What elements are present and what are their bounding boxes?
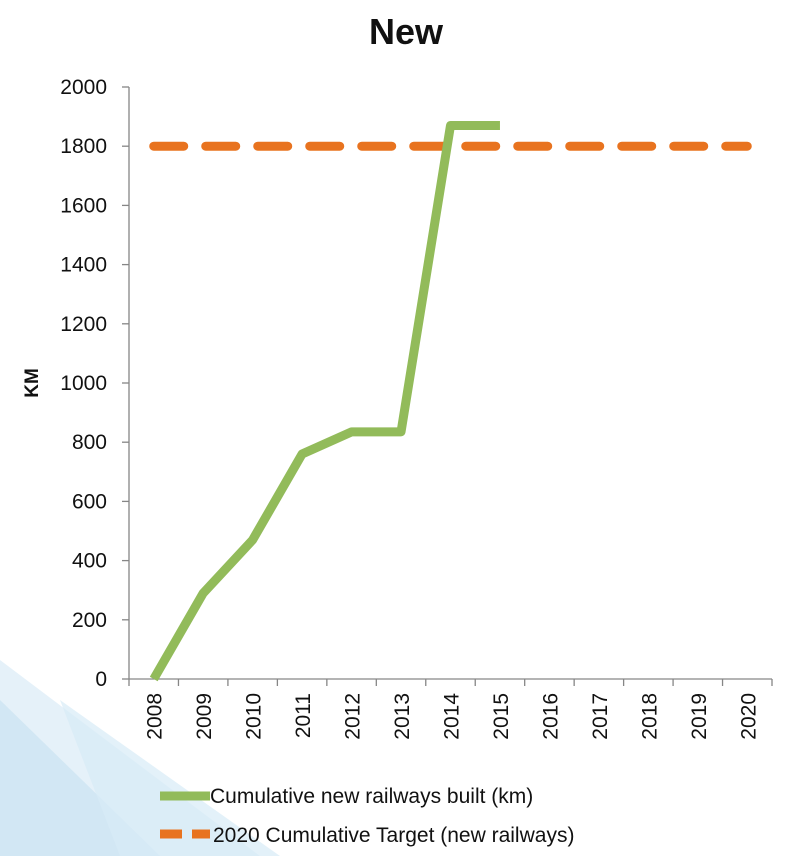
y-tick-label: 1000	[60, 372, 107, 395]
legend-item-built: Cumulative new railways built (km)	[160, 785, 533, 808]
x-tick-label: 2018	[638, 693, 661, 740]
legend: Cumulative new railways built (km) 2020 …	[160, 785, 574, 847]
y-tick-label: 800	[72, 431, 107, 454]
chart-title: New	[369, 11, 444, 52]
x-tick-label: 2012	[342, 693, 365, 740]
x-tick-label: 2019	[688, 693, 711, 740]
y-axis-ticks: 0 200 400 600 800 1000 1200 1400 1600 1800 2000	[60, 76, 129, 691]
y-tick-label: 1200	[60, 313, 107, 336]
x-tick-label: 2009	[193, 693, 216, 740]
series-line-built	[149, 120, 500, 682]
x-tick-label: 2010	[243, 693, 266, 740]
axes	[128, 87, 772, 680]
x-tick-label: 2016	[539, 693, 562, 740]
series-layer	[149, 120, 752, 682]
y-tick-label: 400	[72, 550, 107, 573]
y-tick-label: 1600	[60, 194, 107, 217]
x-tick-label: 2013	[391, 693, 414, 740]
y-tick-label: 1800	[60, 135, 107, 158]
y-tick-label: 0	[95, 668, 107, 691]
y-tick-label: 1400	[60, 254, 107, 277]
x-tick-label: 2008	[144, 693, 167, 740]
y-tick-label: 200	[72, 609, 107, 632]
y-axis-label: KM	[22, 368, 43, 398]
x-tick-label: 2011	[292, 693, 315, 738]
x-tick-label: 2015	[490, 693, 513, 740]
legend-label-target: 2020 Cumulative Target (new railways)	[213, 824, 574, 847]
y-tick-label: 2000	[60, 76, 107, 99]
legend-label-built: Cumulative new railways built (km)	[210, 785, 533, 808]
legend-item-target: 2020 Cumulative Target (new railways)	[160, 824, 574, 847]
x-tick-label: 2017	[589, 693, 612, 740]
y-tick-label: 600	[72, 490, 107, 513]
x-tick-label: 2020	[737, 693, 760, 740]
x-tick-label: 2014	[441, 693, 464, 740]
x-axis-ticks: 2008 2009 2010 2011 2012 2013 2014 2015 2016 2017…	[128, 679, 773, 740]
